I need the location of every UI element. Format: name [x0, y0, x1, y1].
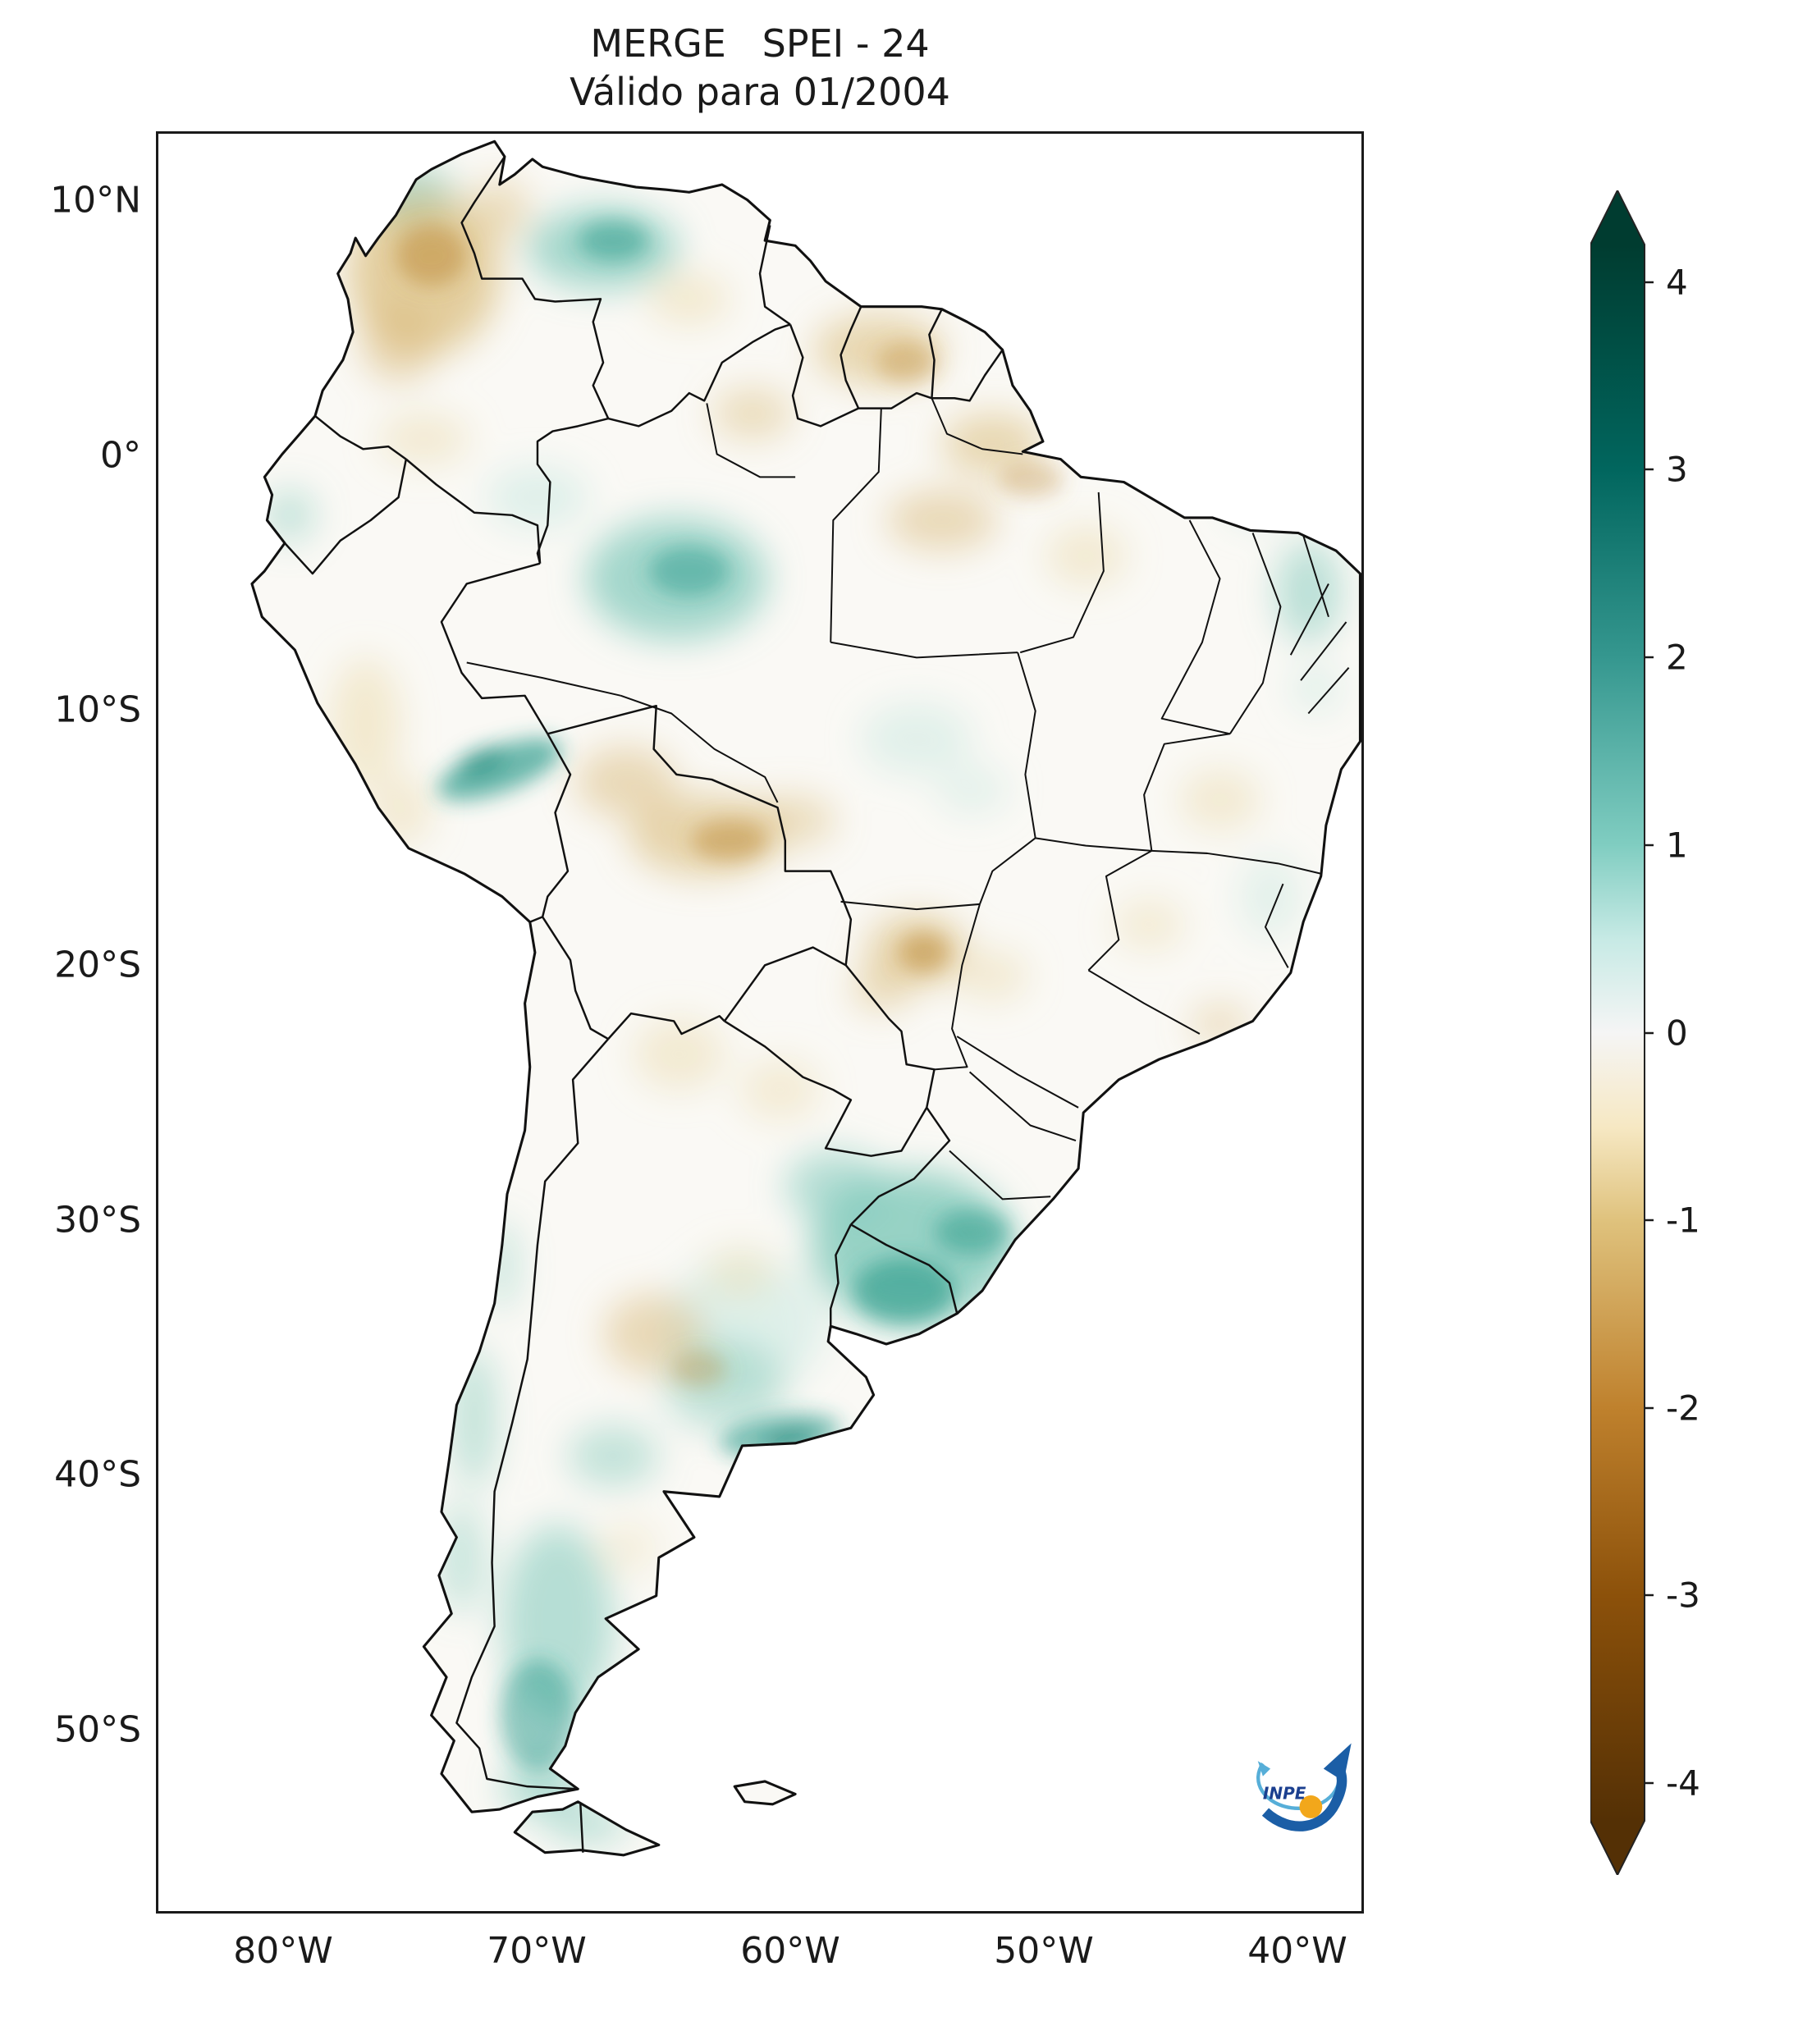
- cbar-tick-m2: -2: [1666, 1388, 1700, 1429]
- inpe-logo-orbit-arrowhead: [1257, 1761, 1271, 1776]
- inpe-logo-globe: [1299, 1795, 1323, 1818]
- cbar-tick-m1: -1: [1666, 1200, 1700, 1241]
- ytick-30s: 30°S: [54, 1199, 141, 1241]
- cbar-tick-1: 1: [1666, 825, 1688, 866]
- inpe-logo: INPE: [1256, 1743, 1352, 1831]
- inpe-logo-arrowhead: [1323, 1743, 1352, 1781]
- cbar-tick-4: 4: [1666, 262, 1688, 303]
- figure-title: MERGE SPEI - 24: [590, 21, 930, 66]
- cbar-tick-2: 2: [1666, 637, 1688, 678]
- ytick-50s: 50°S: [54, 1708, 141, 1751]
- state-borders: [466, 397, 1350, 1200]
- xtick-60w: 60°W: [740, 1930, 840, 1972]
- ytick-40s: 40°S: [54, 1453, 141, 1496]
- ytick-10s: 10°S: [54, 688, 141, 731]
- cbar-tick-3: 3: [1666, 449, 1688, 490]
- colorbar: [1590, 190, 1654, 1875]
- map-plot: INPE: [156, 131, 1364, 1914]
- inpe-logo-text: INPE: [1263, 1784, 1306, 1804]
- xtick-80w: 80°W: [233, 1930, 333, 1972]
- country-borders: [284, 156, 1004, 1853]
- south-america-map: INPE: [250, 139, 1361, 1857]
- xtick-70w: 70°W: [487, 1930, 587, 1972]
- title-block: MERGE SPEI - 24 Válido para 01/2004: [156, 21, 1364, 115]
- figure-subtitle: Válido para 01/2004: [570, 70, 950, 115]
- colorbar-tick-marks: [1645, 281, 1654, 1785]
- cbar-tick-m4: -4: [1666, 1763, 1700, 1804]
- xtick-40w: 40°W: [1247, 1930, 1347, 1972]
- coastline: [250, 139, 1361, 1857]
- ytick-10n: 10°N: [50, 179, 141, 222]
- spei-raster: [251, 141, 1361, 1855]
- ytick-0: 0°: [100, 434, 141, 477]
- cbar-tick-0: 0: [1666, 1013, 1688, 1054]
- colorbar-gradient: [1590, 190, 1645, 1875]
- cbar-tick-m3: -3: [1666, 1575, 1700, 1616]
- ytick-20s: 20°S: [54, 944, 141, 986]
- xtick-50w: 50°W: [994, 1930, 1094, 1972]
